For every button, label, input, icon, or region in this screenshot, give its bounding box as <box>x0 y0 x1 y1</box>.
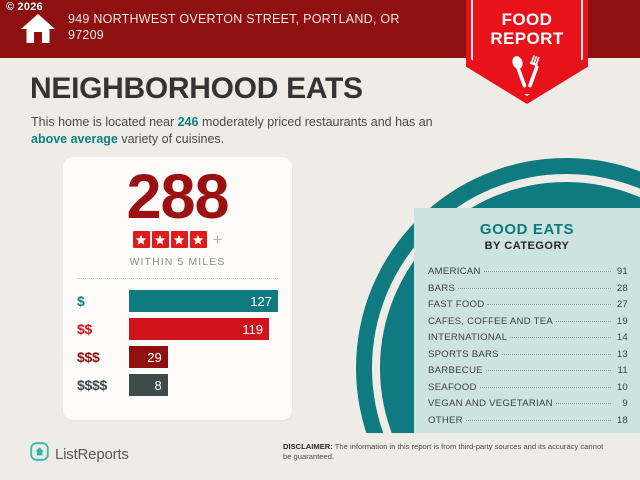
good-eats-category-value: 18 <box>616 414 628 426</box>
good-eats-category-label: OTHER <box>428 414 463 426</box>
price-tier-bar-track: 119 <box>129 318 278 340</box>
price-tier-row: $127 <box>77 287 278 315</box>
price-tier-value: 8 <box>154 377 162 393</box>
price-tier-value: 127 <box>250 293 272 309</box>
subtitle-part-2: moderately priced restaurants and has an <box>198 115 433 129</box>
good-eats-category-value: 9 <box>622 398 628 409</box>
leader-dots <box>555 403 611 404</box>
price-tier-label: $ <box>77 293 85 309</box>
good-eats-category-label: INTERNATIONAL <box>428 332 508 343</box>
disclaimer-label: DISCLAIMER: <box>283 442 333 451</box>
good-eats-category-value: 27 <box>616 299 628 310</box>
leader-dots <box>485 370 611 371</box>
star-icon <box>132 231 150 248</box>
price-tier-bar-chart: $127 $$ 119 $$$ 29 $$$$ 8 <box>63 287 292 399</box>
price-tier-bar-track: 29 <box>129 346 278 368</box>
subtitle-part-1: This home is located near <box>31 115 178 129</box>
price-tier-bar-track: 127 <box>129 290 278 312</box>
good-eats-category-value: 19 <box>616 315 628 327</box>
star-icon <box>151 231 169 248</box>
good-eats-row: BARS 28 <box>428 281 628 298</box>
listreports-house-icon <box>30 442 49 466</box>
star-icon <box>170 231 188 248</box>
price-tier-bar: 8 <box>129 374 168 396</box>
badge-line-1: FOOD <box>501 10 553 29</box>
good-eats-category-value: 91 <box>616 266 628 277</box>
good-eats-row: OTHER 18 <box>428 413 628 430</box>
price-tier-row: $$$ 29 <box>77 343 278 371</box>
card-divider <box>77 278 278 279</box>
page-title: NEIGHBORHOOD EATS <box>30 72 363 105</box>
good-eats-category-label: BARBECUE <box>428 365 483 376</box>
good-eats-subtitle: BY CATEGORY <box>484 240 570 252</box>
star-rating: + <box>63 231 292 248</box>
good-eats-row: CAFES, COFFEE AND TEA 19 <box>428 314 628 331</box>
good-eats-category-label: SEAFOOD <box>428 381 477 393</box>
price-tier-row: $$$$ 8 <box>77 371 278 399</box>
good-eats-list: AMERICAN 91 BARS 28 FAST FOOD 27 CAFES, COFFEE… <box>414 264 640 429</box>
price-tier-row: $$ 119 <box>77 315 278 343</box>
price-tier-bar-track: 8 <box>129 374 278 396</box>
leader-dots <box>487 304 611 305</box>
badge-inner-outline <box>471 0 583 96</box>
leader-dots <box>501 353 611 355</box>
price-tier-value: 29 <box>147 349 162 365</box>
leader-dots <box>458 287 611 289</box>
good-eats-row: SEAFOOD 10 <box>428 380 628 397</box>
badge-line-2: REPORT <box>490 29 564 48</box>
price-tier-bar: 119 <box>129 318 270 340</box>
good-eats-category-value: 10 <box>616 381 628 393</box>
spoon-fork-icon <box>506 54 548 90</box>
footer: ListReports DISCLAIMER: The information … <box>0 433 640 480</box>
leader-dots <box>465 419 611 421</box>
copyright-label: © 2026 <box>6 1 43 13</box>
listreports-logo[interactable]: ListReports <box>30 442 129 466</box>
good-eats-category-value: 13 <box>616 348 628 360</box>
good-eats-category-value: 28 <box>616 282 628 294</box>
summary-card: 288 + WITHIN 5 MILES $127 $$ 119 $$$ 29 $$$$ 8 <box>63 157 292 420</box>
good-eats-category-value: 11 <box>617 365 628 376</box>
price-tier-bar: 29 <box>129 346 168 368</box>
price-tier-label: $$$$ <box>77 377 107 393</box>
total-restaurants-count: 288 <box>126 162 229 232</box>
subtitle-highlight-count: 246 <box>177 115 199 129</box>
good-eats-row: SPORTS BARS 13 <box>428 347 628 364</box>
good-eats-category-label: BARS <box>428 282 456 294</box>
disclaimer-body: The information in this report is from t… <box>283 442 604 461</box>
subtitle-part-3: variety of cuisines. <box>117 132 225 146</box>
leader-dots <box>483 271 611 272</box>
disclaimer-text: DISCLAIMER: The information in this repo… <box>283 442 613 462</box>
listreports-wordmark: ListReports <box>55 445 129 463</box>
good-eats-category-label: VEGAN AND VEGETARIAN <box>428 398 553 409</box>
good-eats-row: INTERNATIONAL 14 <box>428 330 628 347</box>
price-tier-label: $$$ <box>77 349 100 365</box>
good-eats-category-value: 14 <box>616 332 628 343</box>
house-icon <box>18 8 58 48</box>
property-address: 949 NORTHWEST OVERTON STREET, PORTLAND, … <box>68 12 400 42</box>
good-eats-category-label: SPORTS BARS <box>428 348 499 360</box>
good-eats-row: FAST FOOD 27 <box>428 297 628 314</box>
food-report-badge: FOOD REPORT <box>466 0 588 104</box>
good-eats-title: GOOD EATS <box>479 221 575 238</box>
leader-dots <box>479 386 611 388</box>
leader-dots <box>510 337 611 338</box>
price-tier-value: 119 <box>242 321 264 337</box>
radius-label: WITHIN 5 MILES <box>129 256 226 268</box>
price-tier-label: $$ <box>77 321 92 337</box>
good-eats-category-label: AMERICAN <box>428 266 481 277</box>
good-eats-row: AMERICAN 91 <box>428 264 628 281</box>
rating-plus: + <box>212 230 223 249</box>
good-eats-category-label: FAST FOOD <box>428 299 485 310</box>
leader-dots <box>556 320 611 322</box>
page-subtitle: This home is located near 246 moderately… <box>31 114 451 148</box>
price-tier-bar: 127 <box>129 290 278 312</box>
good-eats-row: VEGAN AND VEGETARIAN 9 <box>428 396 628 413</box>
subtitle-highlight-variety: above average <box>31 132 118 146</box>
star-icon <box>189 231 207 248</box>
badge-text: FOOD REPORT <box>466 10 588 48</box>
good-eats-row: BARBECUE 11 <box>428 363 628 380</box>
good-eats-category-label: CAFES, COFFEE AND TEA <box>428 315 554 327</box>
good-eats-panel: GOOD EATS BY CATEGORY AMERICAN 91 BARS 28 FA… <box>414 208 640 460</box>
